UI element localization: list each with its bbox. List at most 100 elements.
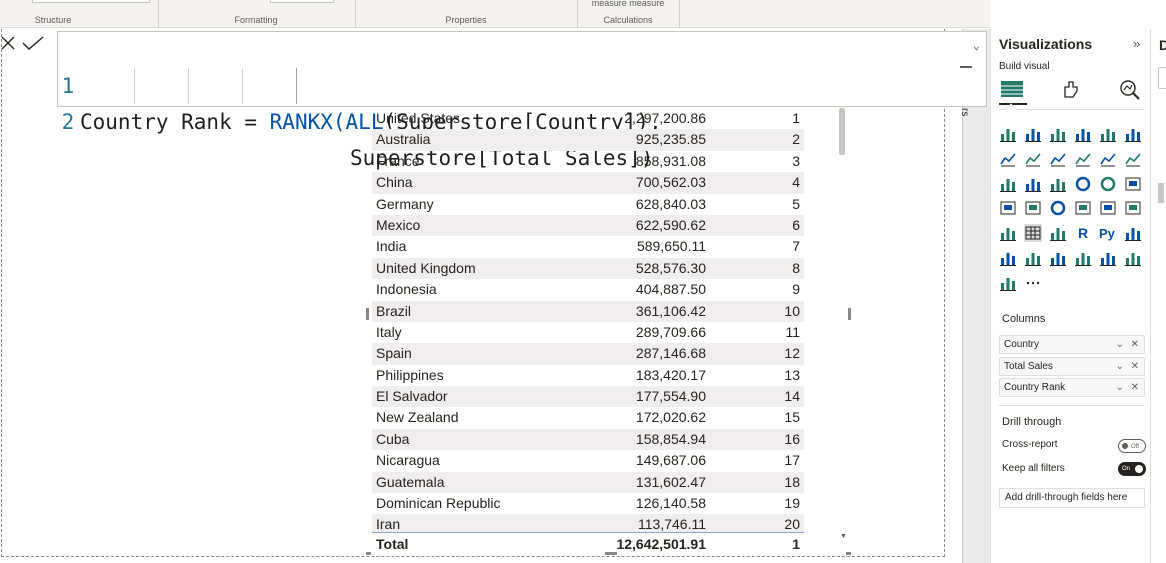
clustered-bar-chart-icon[interactable] (1049, 125, 1067, 143)
data-pane-collapsed[interactable]: D (1150, 29, 1166, 563)
card-icon[interactable] (1074, 199, 1092, 217)
matrix-icon[interactable] (1049, 224, 1067, 242)
stacked-area-chart-icon[interactable] (1049, 150, 1067, 168)
build-visual-tab-icon[interactable] (999, 77, 1027, 105)
python-visual-icon[interactable]: Py (1099, 224, 1117, 242)
100-stacked-bar-chart-icon[interactable] (1099, 125, 1117, 143)
resize-handle-right[interactable] (848, 308, 851, 320)
check-icon[interactable] (22, 35, 44, 51)
chevron-down-icon[interactable]: ⌄ (972, 38, 980, 52)
table-row[interactable]: Iran 113,746.11 20 (372, 514, 804, 536)
resize-handle-left[interactable] (366, 308, 369, 320)
keep-all-filters-toggle[interactable]: On (1118, 462, 1146, 476)
paginated-report-icon[interactable] (1099, 249, 1117, 267)
close-icon[interactable] (0, 35, 16, 51)
line-chart-icon[interactable] (999, 150, 1017, 168)
cell-total-sales: 589,650.11 (636, 238, 706, 255)
search-box[interactable] (1158, 67, 1166, 89)
kpi-icon[interactable] (1124, 199, 1142, 217)
scrollbar-thumb[interactable] (1158, 183, 1164, 203)
table-row[interactable]: New Zealand 172,020.62 15 (372, 407, 804, 428)
table-row[interactable]: Guatemala 131,602.47 18 (372, 471, 804, 494)
table-row[interactable]: Australia 925,235.85 2 (372, 129, 804, 151)
table-row[interactable]: Dominican Republic 126,140.58 19 (372, 493, 804, 514)
cell-country-rank: 6 (792, 216, 800, 233)
line-and-clustered-column-chart-icon[interactable] (1099, 150, 1117, 168)
chevron-down-icon[interactable]: ⌄ (1115, 382, 1124, 393)
column-well-country[interactable]: Country ⌄ ✕ (999, 335, 1145, 354)
power-automate-icon[interactable] (999, 274, 1017, 292)
table-visual[interactable]: United States 2,297,200.86 1 Australia 925,2… (366, 108, 851, 555)
resize-handle-bottom[interactable] (605, 552, 617, 555)
column-well-country-rank[interactable]: Country Rank ⌄ ✕ (999, 378, 1145, 397)
cross-report-toggle[interactable]: Off (1118, 439, 1146, 453)
filters-pane-collapsed[interactable] (962, 29, 990, 563)
resize-handle-corner[interactable] (366, 552, 371, 555)
table-row[interactable]: Italy 289,709.66 11 (372, 322, 804, 343)
chevron-down-icon[interactable]: ⌄ (1115, 339, 1124, 350)
clustered-column-chart-icon[interactable] (1074, 125, 1092, 143)
table-row[interactable]: United States 2,297,200.86 1 (372, 108, 804, 129)
collapse-pane-icon[interactable]: » (1133, 36, 1141, 51)
table-row[interactable]: Spain 287,146.68 12 (372, 343, 804, 365)
drill-through-drop-field[interactable]: Add drill-through fields here (999, 488, 1145, 508)
close-icon[interactable]: ✕ (1130, 382, 1139, 393)
qa-icon[interactable] (1024, 249, 1042, 267)
minimize-icon[interactable] (960, 66, 972, 68)
area-chart-icon[interactable] (1024, 150, 1042, 168)
cell-country: Spain (376, 345, 412, 362)
stacked-column-chart-icon[interactable] (1024, 125, 1042, 143)
cell-country-rank: 1 (792, 110, 800, 126)
table-icon[interactable] (1024, 224, 1042, 243)
ribbon-chart-icon[interactable] (1124, 150, 1142, 168)
table-row[interactable]: Mexico 622,590.62 6 (372, 214, 804, 237)
table-row[interactable]: Nicaragua 149,687.06 17 (372, 450, 804, 471)
close-icon[interactable]: ✕ (1130, 361, 1139, 372)
more-visuals-icon[interactable] (1024, 274, 1042, 292)
map-icon[interactable] (999, 199, 1017, 217)
table-row[interactable]: Philippines 183,420.17 13 (372, 365, 804, 386)
table-row[interactable]: Germany 628,840.03 5 (372, 194, 804, 215)
dax-formula-editor[interactable]: 1 Country Rank = RANKX(ALL(Superstore[Co… (57, 31, 987, 170)
line-and-column-chart-icon[interactable] (1074, 150, 1092, 168)
format-visual-tab-icon[interactable] (1059, 77, 1087, 105)
key-influencers-icon[interactable] (1124, 224, 1142, 242)
column-well-total-sales[interactable]: Total Sales ⌄ ✕ (999, 357, 1145, 376)
resize-handle-corner[interactable] (846, 552, 851, 555)
multi-row-card-icon[interactable] (1099, 199, 1117, 217)
analytics-tab-icon[interactable] (1117, 77, 1145, 105)
table-row[interactable]: El Salvador 177,554.90 14 (372, 386, 804, 408)
donut-chart-icon[interactable] (1099, 175, 1117, 193)
table-row[interactable]: Indonesia 404,887.50 9 (372, 279, 804, 300)
table-row[interactable]: Brazil 361,106.42 10 (372, 300, 804, 322)
treemap-icon[interactable] (1124, 175, 1142, 193)
table-row[interactable]: Cuba 158,854.94 16 (372, 428, 804, 451)
metrics-icon[interactable] (1074, 249, 1092, 267)
filled-map-icon[interactable] (1024, 199, 1042, 217)
scroll-down-icon[interactable]: ▼ (840, 533, 847, 540)
table-row[interactable]: China 700,562.03 4 (372, 172, 804, 194)
pie-chart-icon[interactable] (1074, 175, 1092, 193)
100-stacked-column-chart-icon[interactable] (1124, 125, 1142, 143)
chevron-down-icon[interactable]: ⌄ (1115, 361, 1124, 372)
ribbon-formatting-box[interactable] (270, 0, 334, 3)
smart-narrative-icon[interactable] (1049, 249, 1067, 267)
new-measure-buttons[interactable]: measure measure (591, 0, 665, 8)
scatter-chart-icon[interactable] (1049, 175, 1067, 193)
r-visual-icon[interactable]: R (1074, 224, 1092, 242)
ribbon-structure-box[interactable] (32, 0, 150, 3)
gauge-icon[interactable] (1049, 199, 1067, 217)
close-icon[interactable]: ✕ (1130, 339, 1139, 350)
table-scrollbar-thumb[interactable] (839, 108, 845, 155)
table-row[interactable]: United Kingdom 528,576.30 8 (372, 257, 804, 280)
slicer-icon[interactable] (999, 224, 1017, 242)
filters-pane-label: rs (959, 108, 970, 117)
cell-total-sales: 172,020.62 (635, 409, 706, 426)
table-row[interactable]: India 589,650.11 7 (372, 236, 804, 257)
funnel-chart-icon[interactable] (1024, 175, 1042, 193)
waterfall-chart-icon[interactable] (999, 175, 1017, 193)
table-row[interactable]: France 858,931.08 3 (372, 151, 804, 172)
decomposition-tree-icon[interactable] (999, 249, 1017, 267)
power-apps-icon[interactable] (1124, 249, 1142, 267)
stacked-bar-chart-icon[interactable] (999, 125, 1017, 143)
